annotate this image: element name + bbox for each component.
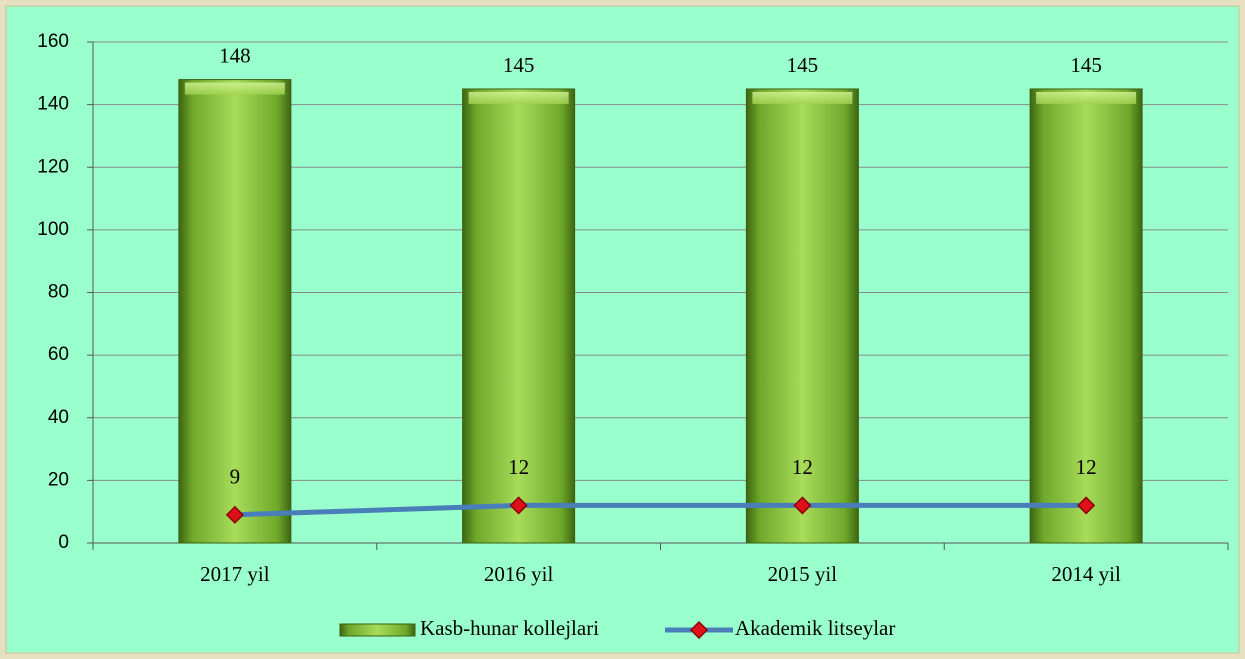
- bar-value-label: 148: [219, 43, 251, 67]
- legend-marker: [689, 620, 709, 640]
- line-marker: [1077, 496, 1096, 515]
- x-tick-label: 2017 yil: [200, 562, 270, 586]
- bar: [462, 88, 576, 544]
- bar-bevel: [1036, 91, 1137, 104]
- y-tick-label: 80: [48, 282, 69, 303]
- x-tick-label: 2016 yil: [484, 562, 554, 586]
- line: [234, 502, 1087, 518]
- bar-bevel: [468, 91, 569, 104]
- y-tick-label: 140: [37, 94, 69, 115]
- line-value-label: 12: [1076, 455, 1097, 479]
- bar-value-label: 145: [503, 53, 535, 77]
- bar-value-label: 145: [1070, 53, 1102, 77]
- bar: [745, 88, 859, 544]
- line-marker: [793, 496, 812, 515]
- y-tick-label: 120: [37, 156, 69, 177]
- y-tick-label: 20: [48, 469, 69, 490]
- legend-label: Akademik litseylar: [735, 616, 895, 640]
- legend-swatch: [339, 623, 416, 637]
- bar: [1029, 88, 1143, 544]
- y-tick-label: 60: [48, 344, 69, 365]
- y-tick-label: 100: [37, 219, 69, 240]
- line-value-label: 12: [792, 455, 813, 479]
- line-value-label: 9: [230, 465, 241, 489]
- line-marker: [509, 496, 528, 515]
- legend-label: Kasb-hunar kollejlari: [420, 616, 599, 640]
- bar-value-label: 145: [787, 53, 819, 77]
- line-value-label: 12: [508, 455, 529, 479]
- y-tick-label: 40: [48, 407, 69, 428]
- bar-bevel: [184, 82, 285, 95]
- x-tick-label: 2015 yil: [768, 562, 838, 586]
- bar-bevel: [752, 91, 853, 104]
- bar: [178, 79, 292, 544]
- y-tick-label: 160: [37, 31, 69, 52]
- line-marker: [225, 505, 244, 524]
- x-tick-label: 2014 yil: [1051, 562, 1121, 586]
- y-tick-label: 0: [58, 532, 69, 553]
